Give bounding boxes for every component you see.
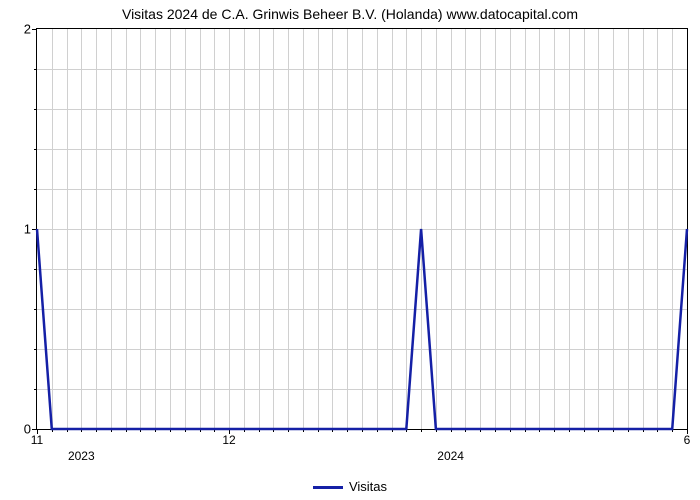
x-year-label: 2023 <box>68 449 95 463</box>
x-year-label: 2024 <box>437 449 464 463</box>
plot-area: 0121112620232024 <box>36 28 688 430</box>
data-line <box>37 29 687 429</box>
legend-swatch <box>313 486 343 489</box>
y-tick-label: 1 <box>24 222 31 237</box>
legend: Visitas <box>0 479 700 494</box>
chart-container: Visitas 2024 de C.A. Grinwis Beheer B.V.… <box>0 0 700 500</box>
x-minor-tick <box>421 429 422 432</box>
legend-label: Visitas <box>349 479 387 494</box>
x-tick-label: 6 <box>684 433 691 447</box>
y-tick-label: 2 <box>24 22 31 37</box>
x-tick-label: 11 <box>31 433 43 447</box>
x-tick-label: 12 <box>222 433 235 447</box>
chart-title: Visitas 2024 de C.A. Grinwis Beheer B.V.… <box>0 6 700 22</box>
